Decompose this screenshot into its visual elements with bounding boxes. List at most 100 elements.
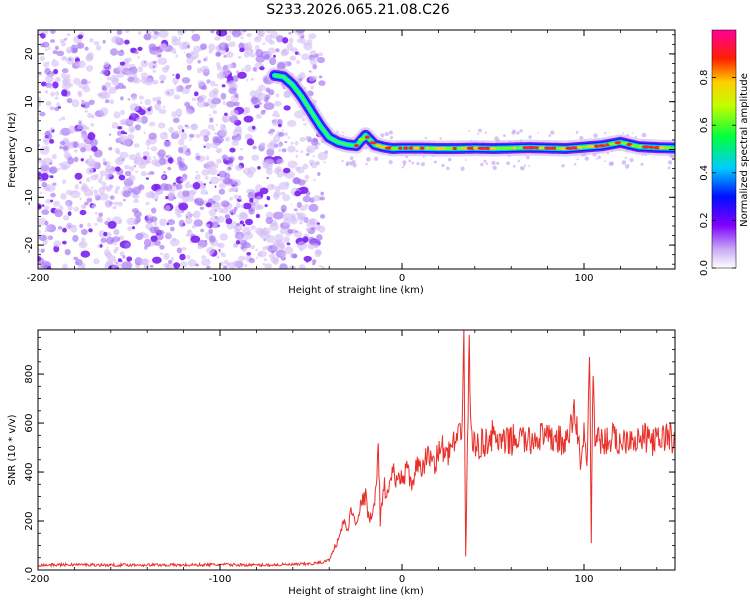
noise-blob — [186, 64, 192, 71]
signal-hotspot — [358, 137, 366, 141]
noise-blob — [134, 50, 139, 55]
noise-blob — [82, 86, 91, 93]
signal-hotspot — [544, 146, 551, 150]
noise-blob — [133, 165, 137, 168]
noise-blob — [145, 202, 150, 206]
noise-dot — [420, 162, 425, 167]
noise-blob — [62, 227, 67, 233]
signal-hotspot — [598, 144, 606, 148]
noise-blob — [201, 255, 207, 260]
noise-blob — [239, 220, 244, 225]
signal-hotspot — [549, 146, 558, 150]
noise-blob — [79, 181, 82, 184]
noise-blob — [126, 217, 137, 226]
noise-blob — [93, 41, 100, 46]
noise-dot — [484, 131, 487, 134]
noise-blob — [288, 37, 294, 44]
noise-blob — [240, 204, 245, 208]
noise-blob — [113, 259, 117, 264]
noise-blob — [178, 202, 189, 211]
noise-blob — [279, 263, 288, 269]
noise-blob — [153, 31, 159, 35]
noise-blob — [62, 240, 67, 245]
noise-blob — [133, 211, 142, 218]
noise-blob — [79, 223, 84, 229]
noise-blob — [45, 199, 51, 204]
noise-blob — [245, 218, 253, 226]
noise-blob — [163, 140, 172, 148]
noise-blob — [287, 136, 291, 139]
noise-blob — [135, 152, 141, 159]
noise-blob — [58, 118, 62, 122]
noise-blob — [210, 80, 216, 87]
noise-blob — [65, 223, 73, 230]
noise-blob — [256, 92, 267, 101]
noise-blob — [186, 57, 194, 64]
noise-blob — [209, 117, 214, 123]
noise-blob — [212, 194, 221, 202]
noise-blob — [144, 98, 152, 106]
noise-dot — [439, 137, 442, 140]
noise-blob — [44, 205, 50, 210]
noise-blob — [284, 132, 288, 137]
noise-dot — [323, 161, 326, 164]
noise-blob — [272, 211, 284, 220]
noise-blob — [290, 141, 294, 145]
noise-blob — [249, 197, 254, 203]
noise-blob — [228, 86, 237, 95]
noise-blob — [243, 42, 253, 51]
snr-plot-area — [38, 330, 675, 570]
noise-blob — [87, 112, 92, 119]
noise-blob — [68, 58, 72, 61]
noise-blob — [59, 140, 66, 146]
noise-blob — [294, 190, 301, 197]
noise-dot — [478, 128, 482, 133]
noise-blob — [236, 223, 240, 227]
noise-blob — [159, 132, 168, 140]
noise-blob — [101, 181, 107, 186]
noise-blob — [172, 73, 175, 77]
noise-blob — [278, 181, 289, 191]
noise-blob — [280, 204, 287, 212]
noise-blob — [268, 253, 276, 259]
noise-blob — [38, 30, 42, 34]
noise-blob — [165, 232, 168, 235]
noise-blob — [206, 79, 210, 82]
colorbar-tick-label: 0.4 — [699, 165, 710, 181]
noise-blob — [135, 124, 141, 131]
noise-blob — [114, 189, 119, 194]
noise-blob — [184, 101, 191, 108]
noise-dot — [341, 160, 344, 163]
noise-blob — [40, 160, 47, 167]
noise-blob — [312, 194, 322, 202]
noise-blob — [119, 266, 122, 269]
noise-blob — [72, 234, 79, 243]
noise-blob — [301, 117, 306, 122]
noise-blob — [272, 257, 279, 265]
noise-blob — [231, 135, 237, 140]
noise-blob — [74, 172, 83, 180]
noise-blob — [49, 30, 56, 35]
noise-blob — [296, 38, 302, 43]
noise-blob — [264, 263, 273, 269]
noise-blob — [281, 129, 284, 132]
noise-blob — [93, 192, 100, 198]
noise-blob — [288, 32, 292, 35]
noise-blob — [231, 187, 235, 192]
signal-hotspot — [369, 141, 377, 145]
noise-blob — [75, 44, 79, 48]
noise-blob — [164, 64, 170, 70]
noise-blob — [233, 221, 237, 225]
noise-blob — [51, 153, 57, 160]
noise-blob — [218, 188, 226, 195]
noise-blob — [218, 249, 221, 252]
noise-blob — [276, 115, 280, 118]
noise-blob — [255, 49, 264, 58]
noise-blob — [248, 257, 255, 264]
noise-blob — [62, 76, 72, 85]
colorbar-tick-label: 0.0 — [699, 260, 710, 276]
noise-blob — [303, 255, 312, 262]
noise-blob — [188, 196, 195, 202]
noise-blob — [172, 117, 180, 124]
noise-blob — [162, 105, 166, 109]
